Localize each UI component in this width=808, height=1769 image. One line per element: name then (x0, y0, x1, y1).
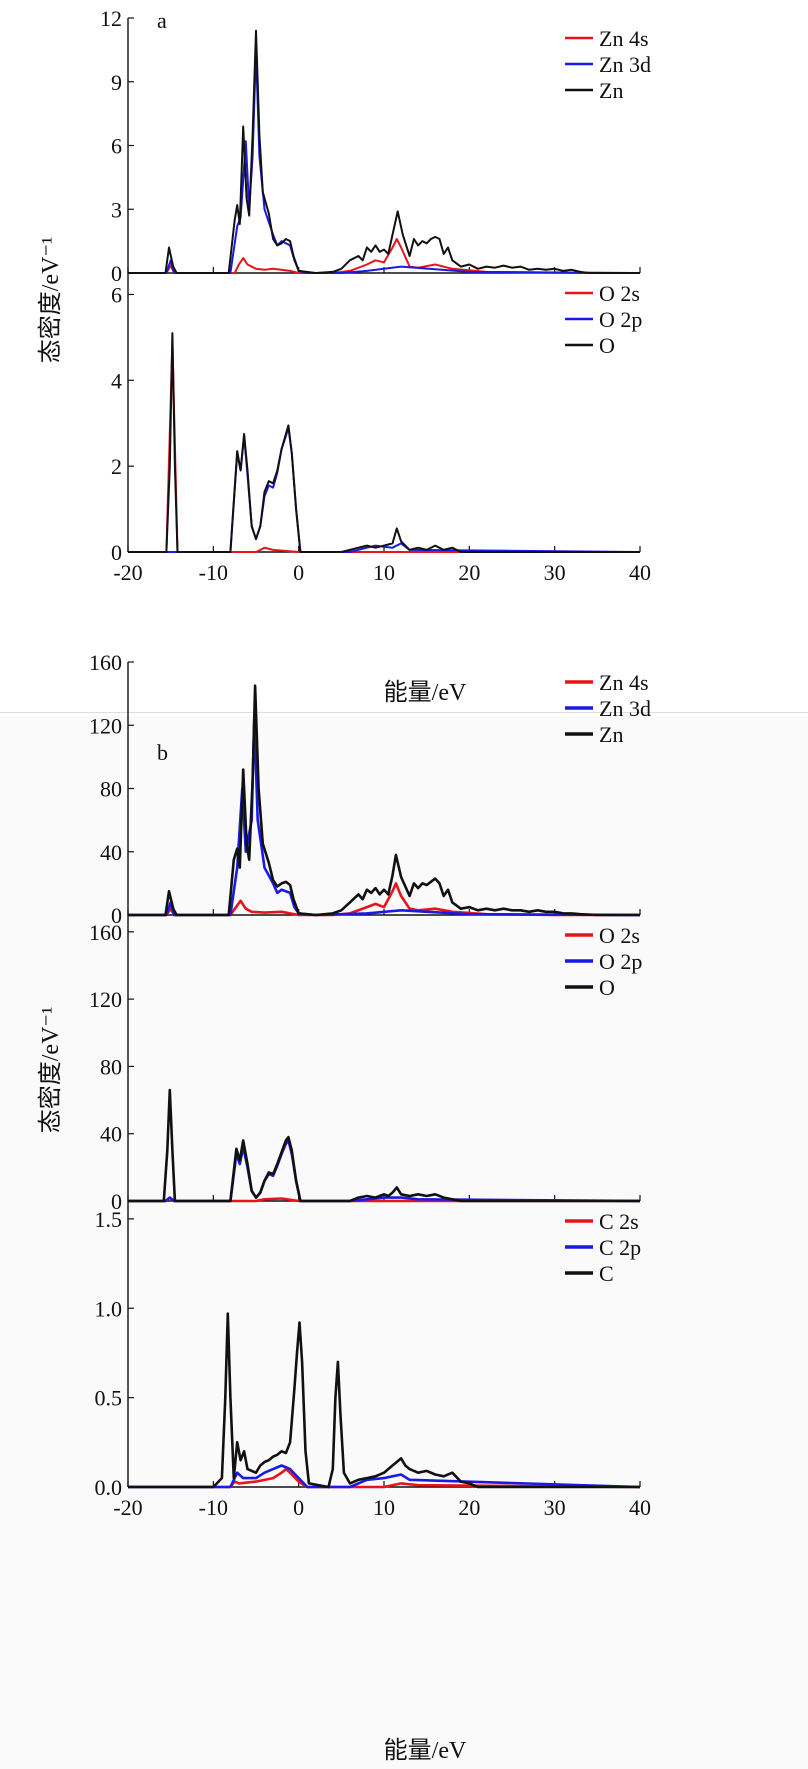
series-line-zn-3d (128, 48, 641, 274)
panel-b-ylabel: 态密度/eV⁻¹ (37, 1007, 64, 1134)
y-tick-label: 9 (111, 70, 122, 95)
series-line-o-2s (128, 340, 640, 553)
subplot-a-o: 0 2 4 6 -20 -10 0 10 20 30 40 O 2sO 2pO (111, 273, 651, 585)
x-tick-label: 30 (544, 560, 566, 585)
panel-b-background (0, 716, 808, 1769)
y-tick-label: 0 (111, 1189, 122, 1214)
y-tick-label: 6 (111, 134, 122, 159)
series-line-zn-3d (128, 716, 641, 917)
series-line-c-2s (128, 1467, 641, 1489)
y-tick-label: 0 (111, 903, 122, 928)
panel-b-label: b (157, 740, 168, 765)
y-tick-label: 3 (111, 197, 122, 222)
panel-divider (0, 712, 808, 713)
series-line-c-2p (128, 1464, 641, 1489)
series-line-o-2p (128, 1139, 641, 1203)
y-tick-label: 40 (100, 1122, 122, 1147)
y-tick-label: 0 (111, 261, 122, 286)
y-tick-label: 0.0 (95, 1475, 123, 1500)
legend-label: Zn (599, 78, 623, 103)
y-tick-label: 0 (111, 540, 122, 565)
legend-label: Zn (599, 722, 623, 747)
panel-a-ylabel: 态密度/eV⁻¹ (37, 237, 64, 364)
legend-label: Zn 4s (599, 26, 649, 51)
legend-label: O 2p (599, 949, 642, 974)
y-tick-label: 6 (111, 282, 122, 307)
y-tick-label: 120 (89, 713, 122, 738)
y-tick-label: 40 (100, 840, 122, 865)
legend-label: C 2p (599, 1235, 641, 1260)
series-line-zn (128, 29, 640, 274)
x-tick-label: 10 (373, 1495, 395, 1520)
x-tick-label: 30 (544, 1495, 566, 1520)
subplot-b-c: 0.0 0.5 1.0 1.5 -20 -10 0 10 20 30 40 C 2sC 2pC (95, 1201, 651, 1520)
legend-label: Zn 3d (599, 696, 651, 721)
subplot-b-o: 0 40 80 120 160 O 2sO 2pO (89, 915, 642, 1214)
y-tick-label: 0.5 (95, 1386, 123, 1411)
x-tick-label: 0 (293, 560, 304, 585)
x-tick-label: 20 (458, 560, 480, 585)
legend-label: O (599, 975, 615, 1000)
series-line-zn (128, 684, 640, 917)
panel-a-xlabel: 能量/eV (384, 679, 467, 706)
legend-label: C 2s (599, 1209, 639, 1234)
legend-label: O 2s (599, 281, 640, 306)
legend-label: C (599, 1261, 614, 1286)
y-tick-label: 120 (89, 987, 122, 1012)
legend-label: O (599, 333, 615, 358)
legend-label: O 2p (599, 307, 642, 332)
y-tick-label: 80 (100, 777, 122, 802)
y-tick-label: 2 (111, 454, 122, 479)
y-tick-label: 1.0 (95, 1296, 123, 1321)
series-line-o (128, 332, 640, 553)
panel-b-xlabel: 能量/eV (384, 1737, 467, 1764)
x-tick-label: 10 (373, 560, 395, 585)
x-tick-label: -20 (113, 560, 142, 585)
x-tick-label: -10 (199, 560, 228, 585)
y-tick-label: 160 (89, 650, 122, 675)
y-tick-label: 160 (89, 920, 122, 945)
y-tick-label: 80 (100, 1054, 122, 1079)
x-tick-label: 40 (629, 1495, 651, 1520)
x-tick-label: 20 (458, 1495, 480, 1520)
panel-a-label: a (157, 8, 167, 33)
x-tick-label: 40 (629, 560, 651, 585)
y-tick-label: 4 (111, 368, 122, 393)
legend-label: Zn 4s (599, 670, 649, 695)
series-line-o (128, 1088, 640, 1203)
x-tick-label: 0 (293, 1495, 304, 1520)
series-line-c (128, 1312, 640, 1489)
legend-label: O 2s (599, 923, 640, 948)
x-tick-label: -20 (113, 1495, 142, 1520)
y-tick-label: 1.5 (95, 1207, 123, 1232)
series-line-o-2p (128, 426, 641, 553)
y-tick-label: 12 (100, 6, 122, 31)
x-tick-label: -10 (199, 1495, 228, 1520)
legend-label: Zn 3d (599, 52, 651, 77)
series-line-zn-4s (128, 238, 640, 274)
